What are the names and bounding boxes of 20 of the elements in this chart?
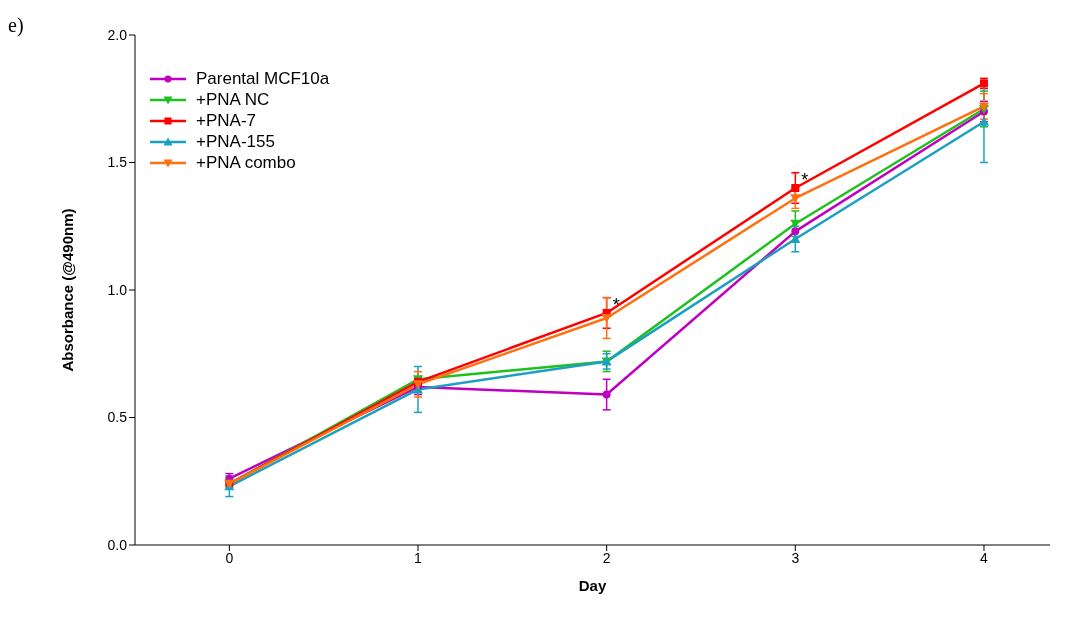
x-axis-title: Day <box>578 577 607 594</box>
text: e) <box>8 14 24 37</box>
y-tick-label: 0.0 <box>107 536 128 553</box>
legend-label: +PNA-155 <box>196 131 275 152</box>
x-tick-label: 3 <box>791 549 800 566</box>
legend-label: Parental MCF10a <box>196 68 330 89</box>
x-tick-label: 4 <box>980 549 989 566</box>
x-tick-label: 1 <box>414 549 423 566</box>
x-tick-label: 2 <box>602 549 611 566</box>
legend-label: +PNA combo <box>196 152 296 173</box>
y-tick-label: 0.5 <box>107 409 128 426</box>
annotation: * <box>801 170 809 190</box>
y-tick-label: 1.0 <box>107 281 128 298</box>
y-tick-label: 2.0 <box>107 26 128 43</box>
y-tick-label: 1.5 <box>107 154 128 171</box>
annotation: * <box>612 294 620 315</box>
y-axis-title: Absorbance (@490nm) <box>59 208 77 372</box>
legend-label: +PNA NC <box>196 89 270 110</box>
x-tick-label: 0 <box>225 549 234 566</box>
legend-label: +PNA-7 <box>196 110 256 131</box>
